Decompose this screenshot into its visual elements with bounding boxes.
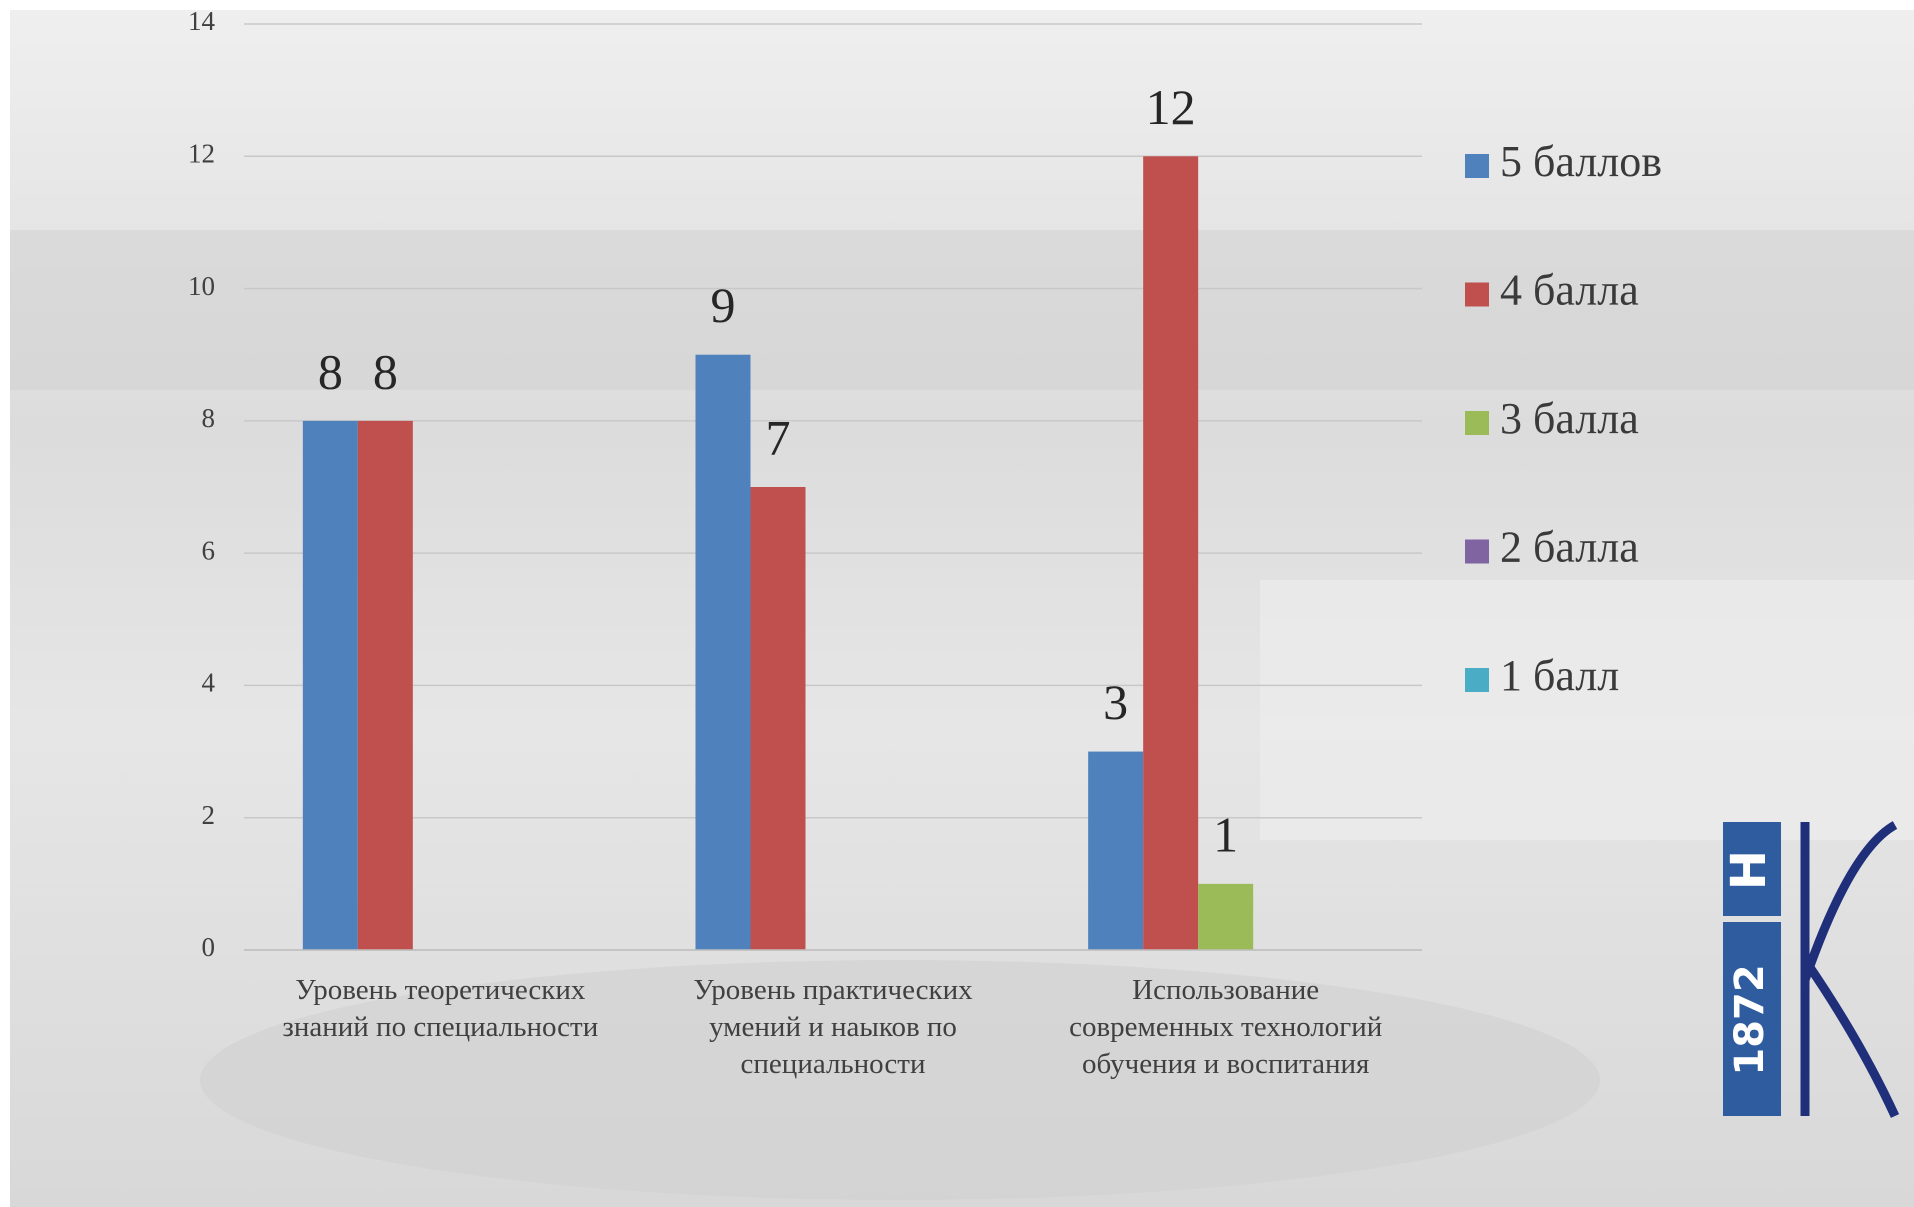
x-tick-label: Уровень практических умений и наыков по сп…: [693, 974, 973, 1080]
bar: [695, 354, 751, 950]
y-tick-label: 12: [188, 138, 215, 168]
x-tick-label: Использование современных технологий обуче…: [1069, 974, 1382, 1080]
y-tick-label: 8: [202, 403, 216, 433]
x-tick-label-line: современных технологий: [1069, 1011, 1382, 1043]
x-tick-label-line: Уровень теоретических: [295, 974, 586, 1006]
bar: [302, 420, 358, 950]
x-tick-label: Уровень теоретических знаний по специальн…: [282, 974, 598, 1043]
bar: [1143, 156, 1199, 951]
x-tick-label-line: обучения и воспитания: [1082, 1048, 1369, 1080]
legend-label: 4 балла: [1500, 266, 1639, 315]
y-tick-label: 10: [188, 271, 215, 301]
x-tick-label-line: специальности: [741, 1048, 926, 1080]
legend-swatch: [1465, 154, 1489, 178]
background-trees: [10, 230, 1914, 390]
data-label: 3: [1103, 674, 1128, 730]
bar: [357, 420, 413, 950]
data-label: 12: [1146, 79, 1196, 135]
legend-swatch: [1465, 411, 1489, 435]
background-building: [1260, 580, 1914, 840]
data-label: 8: [373, 343, 398, 399]
logo: Н 1872: [1721, 821, 1900, 1118]
legend-label: 2 балла: [1500, 523, 1639, 572]
y-tick-label: 14: [188, 6, 216, 36]
x-tick-label-line: Использование: [1132, 974, 1319, 1006]
y-tick-label: 4: [202, 668, 216, 698]
logo-k: [1800, 821, 1900, 1118]
x-tick-label-line: Уровень практических: [693, 974, 973, 1006]
bar: [1088, 751, 1144, 950]
logo-block: [1723, 822, 1781, 916]
data-label: 9: [711, 277, 736, 333]
legend-swatch: [1465, 668, 1489, 692]
legend-swatch: [1465, 539, 1489, 564]
data-label: 8: [318, 343, 343, 399]
bar: [750, 487, 806, 950]
legend-swatch: [1465, 282, 1489, 307]
x-tick-label-line: умений и наыков по: [709, 1011, 957, 1043]
y-tick-label: 2: [202, 800, 216, 830]
y-tick-label: 6: [202, 535, 216, 565]
logo-block: [1723, 922, 1781, 1116]
background-island: [200, 960, 1600, 1200]
y-tick-label: 0: [202, 932, 216, 962]
legend-label: 1 балл: [1500, 651, 1619, 700]
plot: 0 2 4 6 8 10 12 14 Уровень теоретических знаний п…: [188, 6, 1662, 1079]
logo-year: 1872: [1727, 964, 1773, 1075]
legend-label: 3 балла: [1500, 394, 1639, 443]
data-label: 1: [1213, 806, 1238, 862]
data-label: 7: [766, 409, 791, 465]
legend-label: 5 баллов: [1500, 137, 1662, 186]
x-tick-label-line: знаний по специальности: [282, 1011, 598, 1043]
logo-letter: Н: [1721, 850, 1777, 890]
bar: [1198, 883, 1254, 950]
